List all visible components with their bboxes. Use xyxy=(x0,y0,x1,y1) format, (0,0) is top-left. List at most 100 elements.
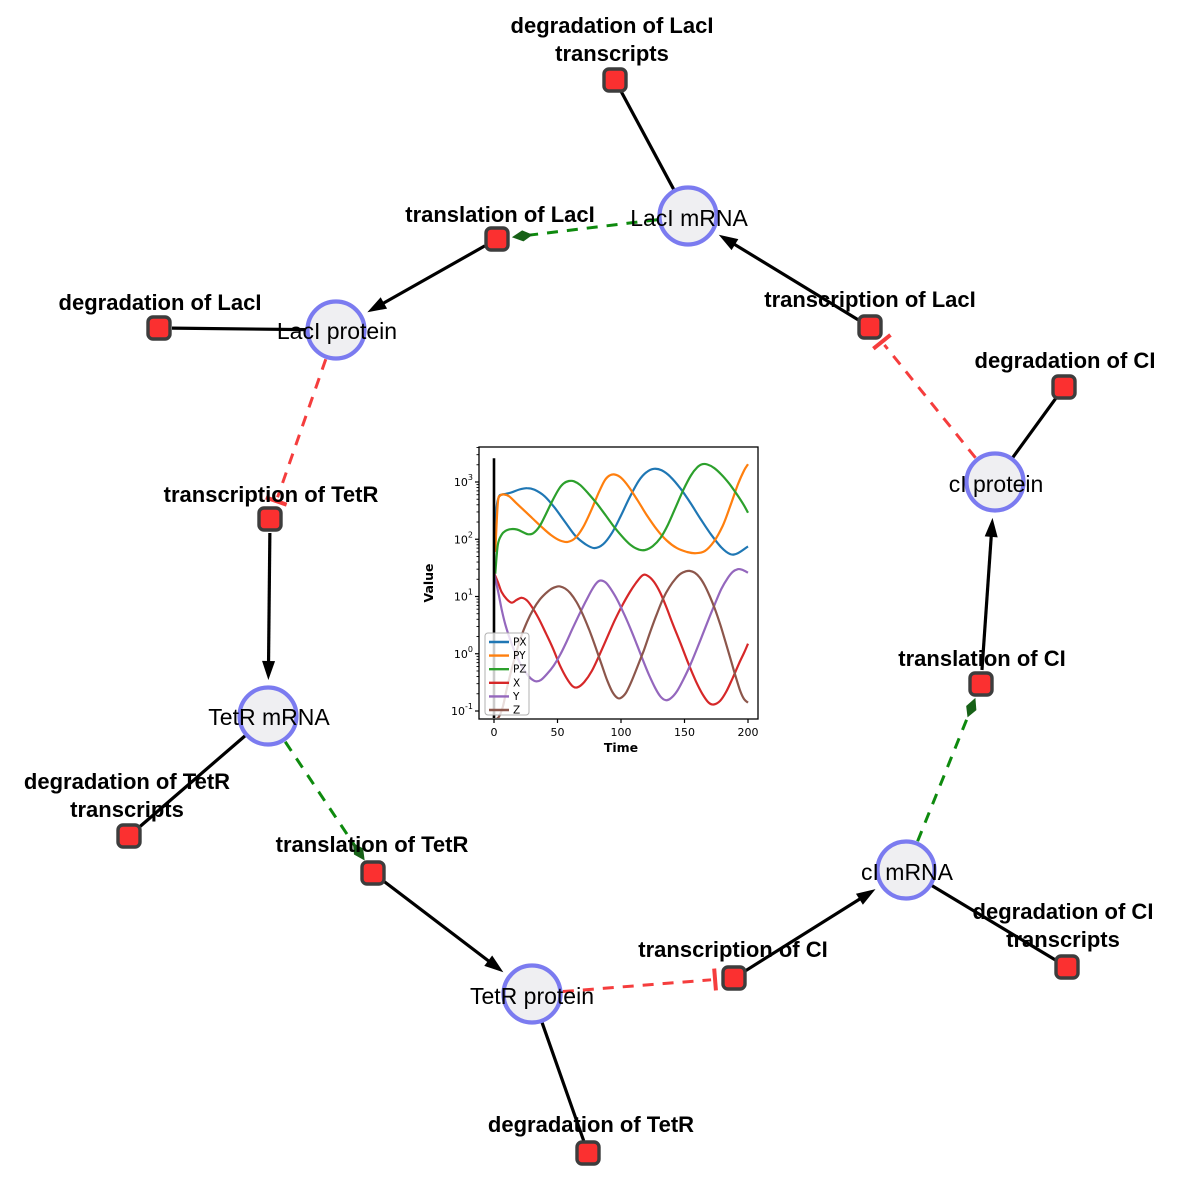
reaction-node-degradation_laci[interactable] xyxy=(146,315,172,341)
edge-act_transl_tetr xyxy=(283,740,365,861)
chart-series-Z xyxy=(496,569,749,718)
chart-series-X xyxy=(492,572,750,706)
inhibition-tbar-icon xyxy=(712,968,718,991)
species-label-laci_protein: LacI protein xyxy=(277,318,397,344)
chart-ytick-1e1: 101 xyxy=(454,588,473,604)
chart-series-PX xyxy=(494,467,749,556)
reaction-label-translation_laci-line1: translation of LacI xyxy=(405,202,594,227)
arrowhead-icon xyxy=(484,955,504,973)
species-node-laci_mrna[interactable] xyxy=(657,185,719,247)
reaction-label-translation_tetr-line1: translation of TetR xyxy=(276,832,469,857)
edge-deg_ci_mrna xyxy=(930,884,1057,962)
arrowhead-icon xyxy=(984,517,998,538)
species-label-tetr_mrna: TetR mRNA xyxy=(208,704,330,730)
chart-xtick-0: 0 xyxy=(491,726,498,739)
chart-ytick-1e3: 103 xyxy=(454,473,473,489)
edge-inh_transcr_laci xyxy=(872,333,977,459)
activation-arrowhead-icon xyxy=(352,843,365,861)
chart-ylabel: Value xyxy=(421,563,436,602)
reaction-label-degradation_ci_transcripts-line1: degradation of CI xyxy=(973,899,1154,924)
reaction-node-transcription_laci[interactable] xyxy=(857,314,883,340)
chart-xtick-200: 200 xyxy=(738,726,759,739)
species-label-ci_protein: cI protein xyxy=(949,471,1044,497)
chart-ytick-1e0: 100 xyxy=(454,645,473,661)
edge-deg_ci_protein xyxy=(1011,396,1058,459)
edges-layer xyxy=(137,90,1058,1142)
edge-deg_laci_protein xyxy=(171,326,307,332)
edge-act_transl_laci xyxy=(511,218,658,242)
chart-legend-label-Y: Y xyxy=(512,691,520,703)
chart-series-PY xyxy=(494,463,749,555)
arrowhead-icon xyxy=(718,234,739,251)
reaction-label-degradation_ci-line1: degradation of CI xyxy=(975,348,1156,373)
chart-xlabel: Time xyxy=(604,740,638,755)
edge-prod_ci_protein xyxy=(980,517,998,671)
reaction-node-transcription_ci[interactable] xyxy=(721,965,747,991)
arrowhead-icon xyxy=(855,889,876,905)
reaction-node-degradation_ci_transcripts[interactable] xyxy=(1054,954,1080,980)
reaction-label-transcription_ci-line1: transcription of CI xyxy=(638,937,827,962)
edge-prod_tetr_protein xyxy=(383,880,504,973)
species-label-laci_mrna: LacI mRNA xyxy=(630,205,748,231)
species-node-ci_mrna[interactable] xyxy=(875,839,937,901)
species-node-ci_protein[interactable] xyxy=(964,451,1026,513)
edge-prod_laci_mrna xyxy=(718,234,859,322)
arrowhead-icon xyxy=(262,660,276,681)
species-node-tetr_protein[interactable] xyxy=(501,963,563,1025)
chart-legend-label-X: X xyxy=(513,677,520,689)
reaction-label-degradation_tetr_transcripts-line2: transcripts xyxy=(70,797,184,822)
species-node-tetr_mrna[interactable] xyxy=(237,685,299,747)
reaction-label-translation_ci-line1: translation of CI xyxy=(898,646,1065,671)
edge-deg_tetr_mrna xyxy=(137,734,247,829)
edge-deg_laci_mrna xyxy=(619,90,676,191)
edge-inh_transcr_ci xyxy=(562,968,718,994)
reaction-node-degradation_ci[interactable] xyxy=(1051,374,1077,400)
chart-legend-label-PX: PX xyxy=(513,637,527,649)
edge-prod_tetr_mrna xyxy=(262,532,276,681)
labels-layer: LacI mRNA LacI protein TetR mRNA TetR prote… xyxy=(24,13,1156,1137)
reaction-node-translation_laci[interactable] xyxy=(484,226,510,252)
activation-arrowhead-icon xyxy=(511,230,533,242)
chart-legend-label-PZ: PZ xyxy=(513,664,527,676)
chart-xtick-150: 150 xyxy=(674,726,695,739)
arrowhead-icon xyxy=(367,297,388,313)
reaction-label-transcription_tetr-line1: transcription of TetR xyxy=(164,482,379,507)
inhibition-tbar-icon xyxy=(872,333,892,351)
reaction-node-degradation_tetr[interactable] xyxy=(575,1140,601,1166)
chart-legend-label-PY: PY xyxy=(513,650,526,662)
edge-prod_ci_mrna xyxy=(745,889,876,972)
nodes-layer xyxy=(116,67,1080,1166)
species-node-laci_protein[interactable] xyxy=(305,299,367,361)
edge-deg_tetr_protein xyxy=(540,1021,586,1142)
activation-arrowhead-icon xyxy=(966,697,977,718)
reaction-label-degradation_laci_transcripts-line1: degradation of LacI xyxy=(511,13,714,38)
chart-frame xyxy=(478,446,759,720)
chart-legend-label-Z: Z xyxy=(513,705,520,717)
chart-ytick-1e2: 102 xyxy=(454,530,473,546)
reaction-node-translation_ci[interactable] xyxy=(968,671,994,697)
reaction-node-degradation_tetr_transcripts[interactable] xyxy=(116,823,142,849)
edge-prod_laci_protein xyxy=(367,244,486,313)
reaction-node-translation_tetr[interactable] xyxy=(360,860,386,886)
inset-chart: 0 50 100 150 20010310210110010-1TimeValuePXP… xyxy=(421,446,759,755)
reaction-label-degradation_ci_transcripts-line2: transcripts xyxy=(1006,927,1120,952)
inhibition-tbar-icon xyxy=(265,495,288,507)
species-label-tetr_protein: TetR protein xyxy=(470,983,594,1009)
reaction-label-degradation_laci_transcripts-line2: transcripts xyxy=(555,41,669,66)
reaction-label-transcription_laci-line1: transcription of LacI xyxy=(764,287,975,312)
reaction-label-degradation_laci-line1: degradation of LacI xyxy=(59,290,262,315)
chart-xtick-50: 50 xyxy=(551,726,565,739)
reaction-node-degradation_laci_transcripts[interactable] xyxy=(602,67,628,93)
species-label-ci_mrna: cI mRNA xyxy=(861,859,954,885)
chart-xtick-100: 100 xyxy=(611,726,632,739)
edge-inh_transcr_tetr xyxy=(265,358,328,507)
reaction-label-degradation_tetr_transcripts-line1: degradation of TetR xyxy=(24,769,230,794)
chart-series-PZ xyxy=(494,462,749,574)
reaction-label-degradation_tetr-line1: degradation of TetR xyxy=(488,1112,694,1137)
chart-ytick-1e-1: 10-1 xyxy=(451,702,473,718)
reaction-node-transcription_tetr[interactable] xyxy=(257,506,283,532)
edge-act_transl_ci xyxy=(916,697,977,842)
